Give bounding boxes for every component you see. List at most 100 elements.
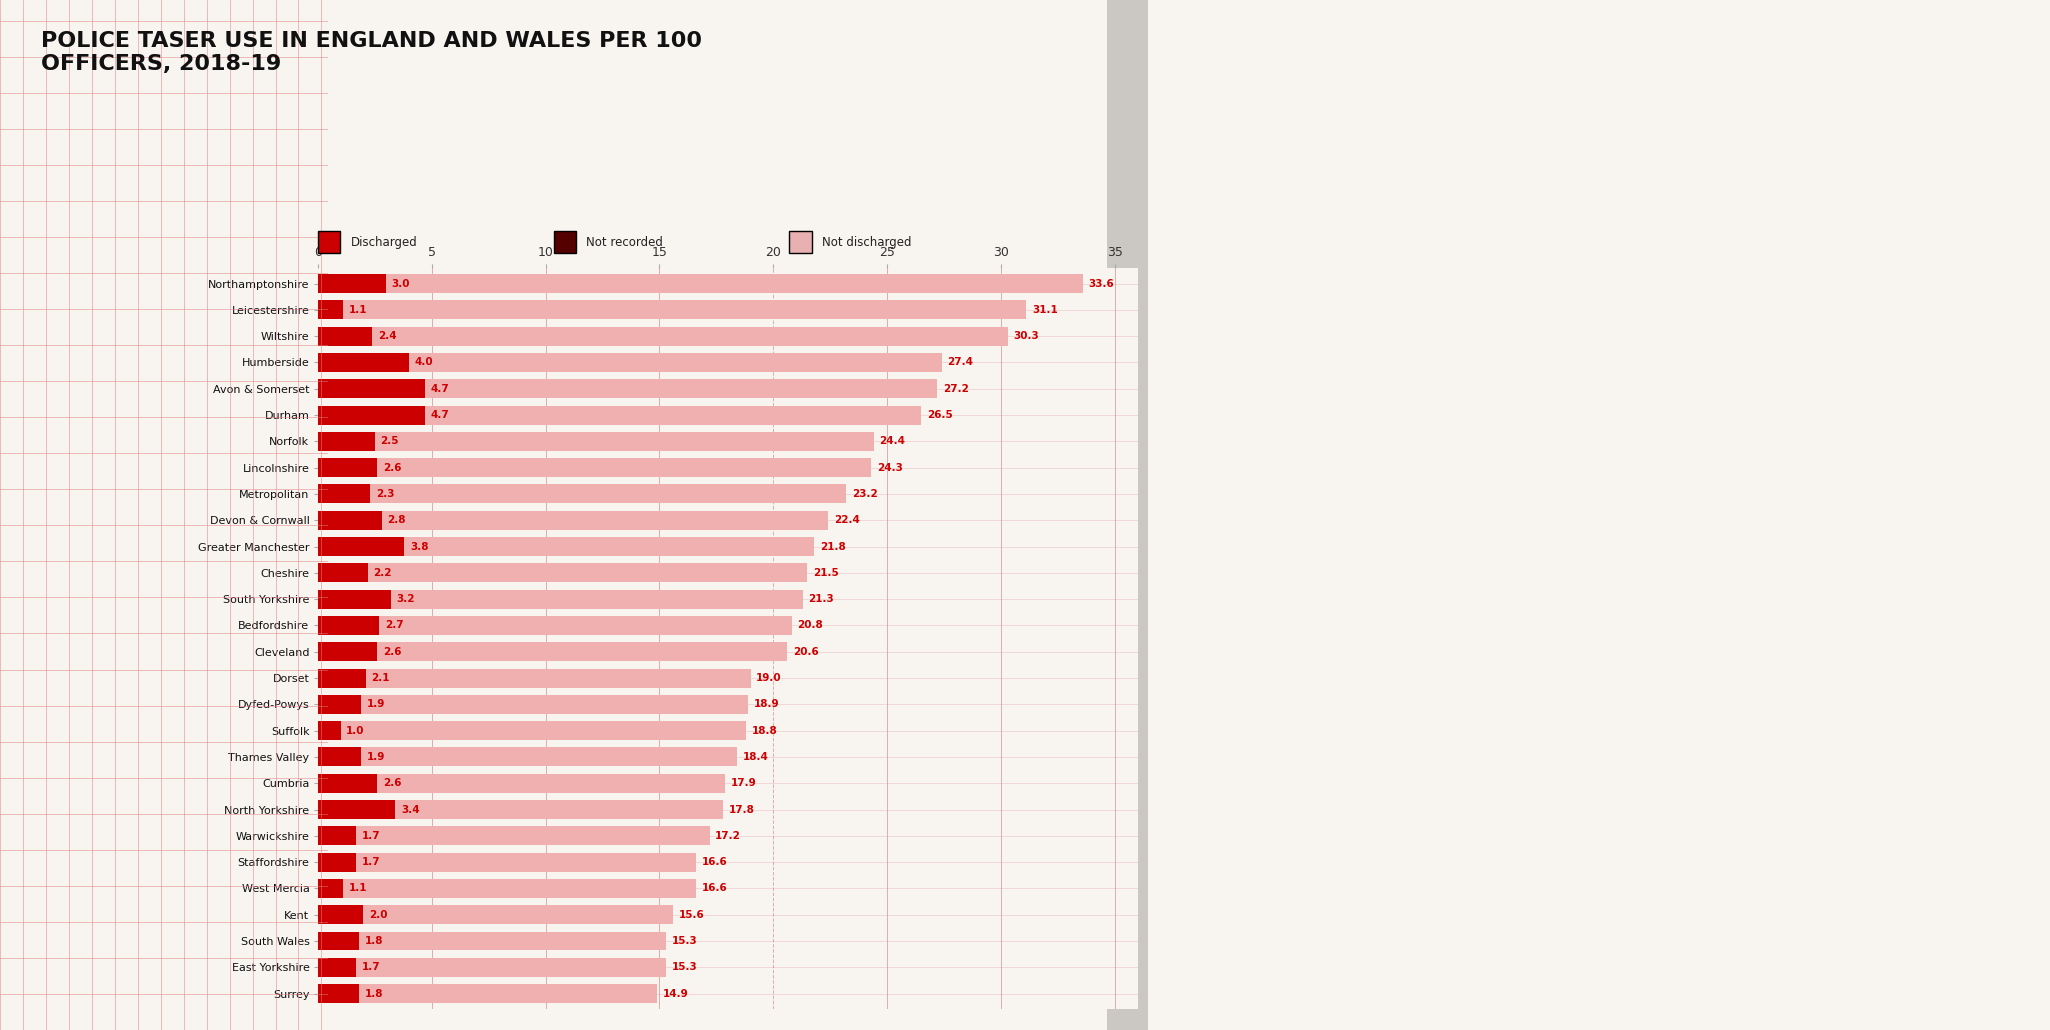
Bar <box>318 379 937 399</box>
Bar <box>318 984 658 1003</box>
Text: Not discharged: Not discharged <box>822 236 912 248</box>
Bar <box>318 905 672 924</box>
Bar <box>318 511 828 529</box>
Text: 1.9: 1.9 <box>367 699 385 710</box>
Bar <box>318 643 787 661</box>
Text: 14.9: 14.9 <box>662 989 689 999</box>
Text: 18.9: 18.9 <box>754 699 779 710</box>
Text: 2.8: 2.8 <box>387 515 406 525</box>
Text: 4.7: 4.7 <box>430 384 449 393</box>
Bar <box>318 774 726 793</box>
Bar <box>318 826 357 846</box>
Text: 2.0: 2.0 <box>369 909 387 920</box>
Bar <box>318 379 424 399</box>
Bar <box>318 274 385 294</box>
Bar <box>318 721 340 741</box>
Text: 1.9: 1.9 <box>367 752 385 762</box>
Text: 1.8: 1.8 <box>365 936 383 946</box>
Text: 22.4: 22.4 <box>834 515 859 525</box>
Text: 20.8: 20.8 <box>797 620 822 630</box>
Bar <box>1107 0 1148 1030</box>
Bar <box>318 721 746 741</box>
Text: 2.1: 2.1 <box>371 673 390 683</box>
Bar <box>318 800 396 819</box>
Text: 23.2: 23.2 <box>853 489 877 499</box>
Text: 20.6: 20.6 <box>793 647 818 657</box>
Text: 3.2: 3.2 <box>396 594 414 605</box>
Text: 2.5: 2.5 <box>381 437 400 446</box>
Text: 16.6: 16.6 <box>701 857 728 867</box>
Bar <box>318 458 871 477</box>
Bar <box>318 484 847 504</box>
Bar <box>318 537 404 556</box>
Text: 1.7: 1.7 <box>363 831 381 840</box>
Text: 2.6: 2.6 <box>383 779 402 788</box>
Text: 4.0: 4.0 <box>414 357 433 368</box>
Text: 1.7: 1.7 <box>363 857 381 867</box>
Text: 1.7: 1.7 <box>363 962 381 972</box>
Text: 1.1: 1.1 <box>348 305 367 315</box>
Text: 24.3: 24.3 <box>877 462 902 473</box>
Bar <box>318 327 373 346</box>
Bar <box>318 327 1009 346</box>
Text: 2.2: 2.2 <box>373 568 392 578</box>
Bar <box>318 301 1027 319</box>
Bar <box>318 668 750 687</box>
Bar <box>318 774 377 793</box>
Bar <box>318 590 804 609</box>
Text: 2.6: 2.6 <box>383 647 402 657</box>
Text: 27.4: 27.4 <box>947 357 974 368</box>
Bar <box>318 537 814 556</box>
Text: Discharged: Discharged <box>351 236 418 248</box>
Text: POLICE TASER USE IN ENGLAND AND WALES PER 100
OFFICERS, 2018-19: POLICE TASER USE IN ENGLAND AND WALES PE… <box>41 31 701 74</box>
Bar <box>318 511 381 529</box>
Bar <box>318 353 408 372</box>
Bar <box>318 853 357 871</box>
Text: 15.6: 15.6 <box>679 909 705 920</box>
Text: 31.1: 31.1 <box>1031 305 1058 315</box>
Bar <box>318 695 361 714</box>
Text: 2.4: 2.4 <box>377 332 398 341</box>
Text: 2.7: 2.7 <box>385 620 404 630</box>
Text: 26.5: 26.5 <box>927 410 953 420</box>
Bar <box>318 853 695 871</box>
Text: 19.0: 19.0 <box>756 673 781 683</box>
Text: 3.8: 3.8 <box>410 542 428 551</box>
Text: 18.4: 18.4 <box>742 752 769 762</box>
Text: 18.8: 18.8 <box>752 726 777 735</box>
Bar <box>318 432 375 451</box>
Bar <box>318 301 342 319</box>
Bar <box>318 458 377 477</box>
Bar <box>318 879 695 898</box>
Bar <box>318 958 666 976</box>
Bar <box>318 563 808 582</box>
Text: 17.9: 17.9 <box>732 779 756 788</box>
Text: 16.6: 16.6 <box>701 884 728 893</box>
Bar <box>318 800 724 819</box>
Text: 1.8: 1.8 <box>365 989 383 999</box>
Text: 17.2: 17.2 <box>715 831 742 840</box>
Bar <box>318 406 920 424</box>
Bar <box>318 616 379 634</box>
Text: Not recorded: Not recorded <box>586 236 664 248</box>
Bar <box>318 274 1082 294</box>
Text: 17.8: 17.8 <box>730 804 754 815</box>
Bar <box>318 432 873 451</box>
Bar <box>318 406 424 424</box>
Bar <box>318 958 357 976</box>
Bar <box>318 879 342 898</box>
Bar <box>318 563 367 582</box>
Text: 1.0: 1.0 <box>346 726 365 735</box>
Bar <box>318 353 941 372</box>
Text: 15.3: 15.3 <box>672 936 697 946</box>
Bar <box>318 905 363 924</box>
Text: 15.3: 15.3 <box>672 962 697 972</box>
Bar <box>318 695 748 714</box>
Bar <box>318 643 377 661</box>
Bar <box>318 826 709 846</box>
Bar <box>318 984 359 1003</box>
Text: 4.7: 4.7 <box>430 410 449 420</box>
Text: 2.3: 2.3 <box>375 489 394 499</box>
Bar <box>318 748 361 766</box>
Bar <box>318 590 392 609</box>
